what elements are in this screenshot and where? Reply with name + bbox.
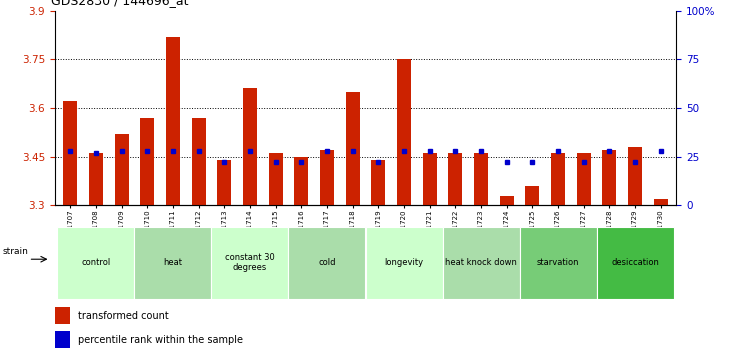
Bar xyxy=(115,134,129,205)
Bar xyxy=(423,153,436,205)
Text: constant 30
degrees: constant 30 degrees xyxy=(225,253,275,272)
Bar xyxy=(289,227,366,299)
Bar xyxy=(520,227,596,299)
Bar xyxy=(500,195,514,205)
Bar xyxy=(89,153,103,205)
Text: desiccation: desiccation xyxy=(611,258,659,267)
Bar xyxy=(577,153,591,205)
Bar xyxy=(474,153,488,205)
Bar xyxy=(268,153,283,205)
Bar xyxy=(211,227,289,299)
Bar xyxy=(442,227,520,299)
Bar xyxy=(135,227,211,299)
Bar xyxy=(55,331,70,348)
Text: heat knock down: heat knock down xyxy=(445,258,517,267)
Bar xyxy=(63,102,77,205)
Bar xyxy=(526,186,539,205)
Bar xyxy=(140,118,154,205)
Bar xyxy=(55,307,70,324)
Bar xyxy=(628,147,642,205)
Bar xyxy=(192,118,205,205)
Bar xyxy=(551,153,565,205)
Bar xyxy=(166,36,180,205)
Text: control: control xyxy=(81,258,110,267)
Bar xyxy=(346,92,360,205)
Text: starvation: starvation xyxy=(537,258,579,267)
Text: cold: cold xyxy=(318,258,336,267)
Text: heat: heat xyxy=(164,258,183,267)
Bar xyxy=(448,153,463,205)
Text: GDS2830 / 144696_at: GDS2830 / 144696_at xyxy=(51,0,189,7)
Text: transformed count: transformed count xyxy=(78,311,169,321)
Bar xyxy=(596,227,673,299)
Bar xyxy=(295,156,308,205)
Text: longevity: longevity xyxy=(385,258,423,267)
Bar xyxy=(654,199,668,205)
Bar xyxy=(397,59,411,205)
Bar xyxy=(243,88,257,205)
Bar xyxy=(217,160,231,205)
Text: percentile rank within the sample: percentile rank within the sample xyxy=(78,335,243,345)
Bar xyxy=(366,227,442,299)
Bar xyxy=(602,150,616,205)
Bar xyxy=(371,160,385,205)
Bar xyxy=(58,227,135,299)
Text: strain: strain xyxy=(3,247,29,256)
Bar xyxy=(320,150,334,205)
